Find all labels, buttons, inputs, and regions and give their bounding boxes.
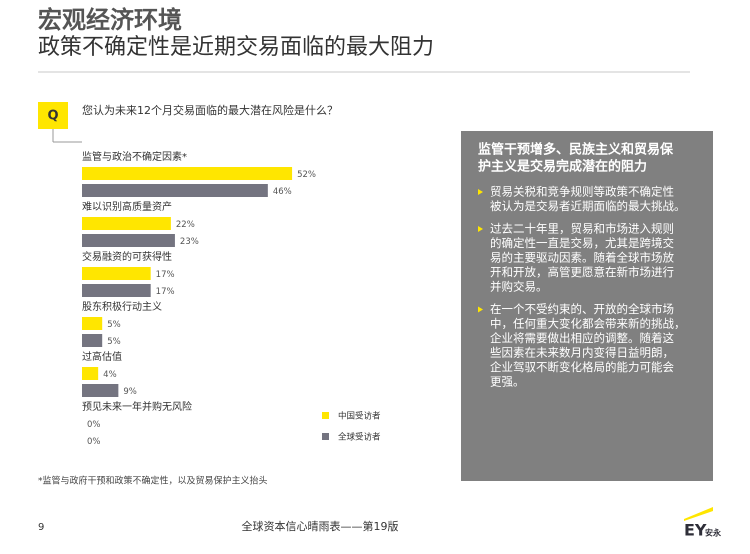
value-label: 4%: [103, 370, 117, 380]
sidebar: [461, 131, 713, 481]
bullet-text: 被认为是交易者近期面临的最大挑战。: [490, 199, 686, 213]
bar: [82, 167, 293, 180]
legend-label: 中国受访者: [338, 411, 381, 422]
value-label: 9%: [123, 387, 137, 397]
sidebar-text: 监管干预增多、民族主义和贸易保护主义是交易完成潜在的阻力贸易关税和竞争规则等政策…: [478, 142, 686, 389]
logo-beam: [684, 507, 713, 521]
chart: 监管与政治不确定因素* 52% 46% 难以识别高质量资产 22% 23% 交易融资的可获得…: [82, 150, 381, 447]
bullet-text: 中，任何重大变化都会带来新的挑战，: [490, 317, 686, 331]
bar: [82, 384, 119, 397]
value-label: 0%: [87, 437, 101, 447]
bullet-text: 易的主要驱动因素。随着全球市场放: [490, 251, 674, 265]
bullet-text: 些因素在未来数月内变得日益明朗，: [490, 346, 674, 360]
legend-swatch: [322, 433, 329, 440]
category-label: 过高估值: [82, 350, 122, 363]
bullet-arrow: [478, 189, 483, 195]
bullet-text: 在一个不受约束的、开放的全球市场: [490, 302, 674, 316]
value-label: 52%: [297, 170, 316, 180]
bullet-arrow: [478, 226, 483, 232]
subtitle: 政策不确定性是近期交易面临的最大阻力: [38, 35, 434, 60]
bullet-text: 企业驾驭不断变化格局的能力可能会: [490, 360, 674, 374]
value-label: 46%: [273, 187, 292, 197]
bar: [82, 367, 99, 380]
category-label: 难以识别高质量资产: [82, 200, 172, 213]
bullet-arrow: [478, 306, 483, 313]
footnote: *监管与政府干预和政策不确定性，以及贸易保护主义抬头: [38, 475, 268, 487]
bar: [82, 184, 268, 197]
legend-label: 全球受访者: [338, 432, 381, 443]
bullet-text: 并购交易。: [490, 280, 548, 294]
bullet-text: 过去二十年里，贸易和市场进入规则: [490, 222, 674, 236]
bar: [82, 234, 175, 247]
bar: [82, 334, 103, 347]
bullet-text: 贸易关税和竞争规则等政策不确定性: [490, 185, 674, 199]
value-label: 17%: [156, 287, 175, 297]
value-label: 5%: [107, 320, 121, 330]
bar: [82, 217, 171, 230]
value-label: 0%: [87, 420, 101, 430]
question: 您认为未来12个月交易面临的最大潜在风险是什么？: [82, 103, 338, 117]
value-label: 23%: [180, 237, 199, 247]
q-box: [38, 102, 68, 129]
q-icon: Q: [47, 109, 58, 124]
value-label: 22%: [176, 220, 195, 230]
sidebar-heading: 监管干预增多、民族主义和贸易保: [478, 142, 674, 158]
legend-swatch: [322, 412, 329, 419]
title: 宏观经济环境: [38, 6, 182, 34]
logo: EY: [684, 521, 707, 540]
value-label: 17%: [156, 270, 175, 280]
value-label: 5%: [107, 337, 121, 347]
bar: [82, 284, 151, 297]
bullet-text: 的确定性一直是交易，尤其是跨境交: [490, 236, 674, 250]
category-label: 预见未来一年并购无风险: [82, 400, 192, 413]
footer-title: 全球资本信心晴雨表——第19版: [242, 519, 399, 533]
category-label: 股东积极行动主义: [82, 300, 162, 313]
bullet-text: 更强。: [490, 375, 525, 389]
logo-sub: 安永: [705, 528, 721, 538]
bullet-text: 开和开放，高管更愿意在新市场进行: [490, 265, 674, 279]
bar: [82, 267, 151, 280]
sidebar-heading: 护主义是交易完成潜在的阻力: [478, 159, 647, 175]
category-label: 交易融资的可获得性: [82, 250, 172, 263]
page-number: 9: [38, 522, 44, 533]
category-label: 监管与政治不确定因素*: [82, 150, 187, 163]
bullet-text: 企业将需要做出相应的调整。随着这: [490, 331, 674, 345]
bar: [82, 317, 103, 330]
